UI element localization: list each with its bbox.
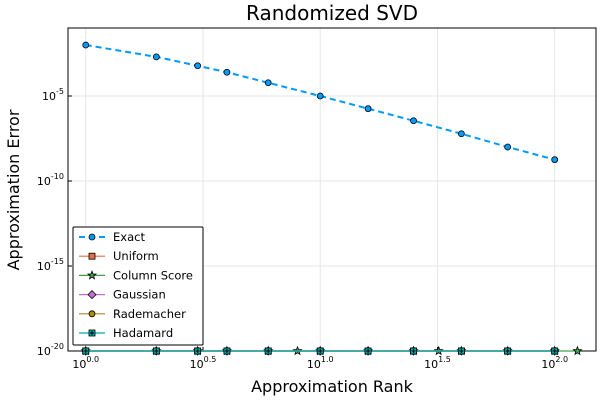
legend-item-column-score: Column Score [79, 268, 193, 282]
data-point-column-score [572, 345, 583, 356]
x-tick-label: 101.5 [424, 355, 451, 371]
data-point-exact [194, 62, 202, 70]
legend-box [72, 226, 204, 346]
data-point-exact [410, 117, 417, 125]
legend-label: Gaussian [113, 288, 166, 302]
x-tick-label: 102.0 [541, 355, 568, 371]
chart-title: Randomized SVD [246, 1, 418, 25]
data-point-exact [82, 41, 90, 49]
legend-label: Hadamard [113, 326, 173, 340]
y-axis-label: Approximation Error [4, 109, 23, 270]
data-point-exact [316, 92, 324, 100]
y-tick-label: 10-15 [37, 257, 64, 273]
legend-label: Exact [113, 230, 145, 244]
y-tick-label: 10-5 [42, 87, 64, 103]
series-exact [82, 41, 559, 164]
data-point-exact [364, 105, 372, 113]
data-point-exact [223, 68, 231, 76]
data-point-exact [264, 79, 272, 87]
x-tick-label: 101.0 [307, 355, 334, 371]
y-tick-label: 10-10 [37, 172, 64, 188]
x-tick-label: 100.0 [72, 355, 99, 371]
legend-item-exact: Exact [79, 230, 145, 244]
legend-marker [87, 290, 97, 300]
legend-item-rademacher: Rademacher [79, 307, 186, 321]
series-hadamard [82, 347, 559, 355]
x-tick-label: 100.5 [190, 355, 217, 371]
legend-marker [88, 233, 96, 241]
data-point-exact [551, 156, 559, 164]
legend-label: Uniform [113, 249, 159, 263]
legend-item-gaussian: Gaussian [79, 288, 166, 302]
legend-marker [88, 310, 96, 318]
legend: Exact Uniform Column Score Gaussian Rademach… [72, 226, 204, 346]
series [80, 41, 583, 356]
x-axis-label: Approximation Rank [251, 377, 414, 396]
data-point-exact [458, 130, 465, 138]
legend-label: Column Score [113, 268, 193, 282]
legend-item-hadamard: Hadamard [79, 326, 173, 340]
data-point-exact [152, 53, 160, 61]
y-tick-label: 10-20 [37, 342, 64, 358]
data-point-exact [504, 143, 512, 151]
legend-marker [88, 252, 96, 260]
legend-label: Rademacher [113, 307, 186, 321]
legend-item-uniform: Uniform [79, 249, 159, 263]
legend-marker [86, 270, 98, 280]
